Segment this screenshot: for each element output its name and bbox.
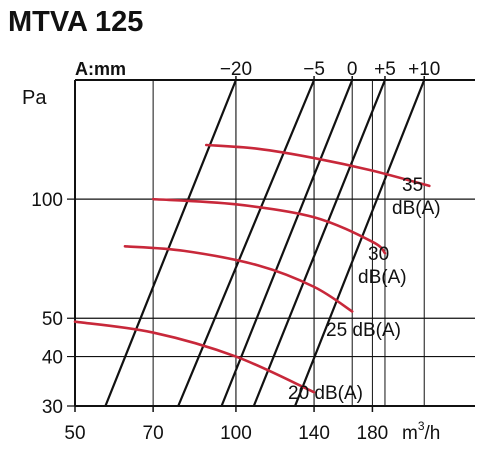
top-tick-label: 0: [347, 59, 358, 80]
damper-line: [104, 79, 237, 407]
series-label: 30: [368, 244, 389, 265]
y-tick-label: 100: [31, 190, 63, 211]
x-tick-label: 140: [298, 423, 330, 444]
damper-line: [220, 79, 354, 407]
y-axis-label: Pa: [22, 87, 47, 109]
series-line: [73, 320, 316, 394]
y-tick-label: 40: [42, 348, 63, 369]
damper-line: [177, 79, 316, 407]
x-tick-label: 180: [357, 423, 389, 444]
series-line: [204, 143, 431, 188]
x-tick-label: 100: [220, 423, 252, 444]
series-label: 20 dB(A): [288, 383, 363, 404]
top-tick-label: −5: [303, 59, 325, 80]
damper-line: [252, 79, 386, 407]
y-tick-label: 50: [42, 309, 63, 330]
top-tick-label: +5: [374, 59, 396, 80]
series-label: dB(A): [358, 267, 407, 288]
top-axis-label: A:mm: [75, 59, 126, 79]
series-label: 25 dB(A): [326, 320, 401, 341]
x-tick-label: 70: [143, 423, 164, 444]
series-label: 35: [402, 175, 423, 196]
x-axis-label: m3/h: [402, 419, 440, 444]
chart-title: MTVA 125: [8, 6, 144, 38]
series-label: dB(A): [392, 198, 441, 219]
top-tick-label: −20: [220, 59, 252, 80]
y-tick-label: 30: [42, 397, 63, 418]
top-tick-label: +10: [408, 59, 440, 80]
damper-line: [294, 79, 426, 407]
series-line: [151, 197, 387, 255]
series-line: [123, 244, 354, 313]
x-tick-label: 50: [64, 423, 85, 444]
